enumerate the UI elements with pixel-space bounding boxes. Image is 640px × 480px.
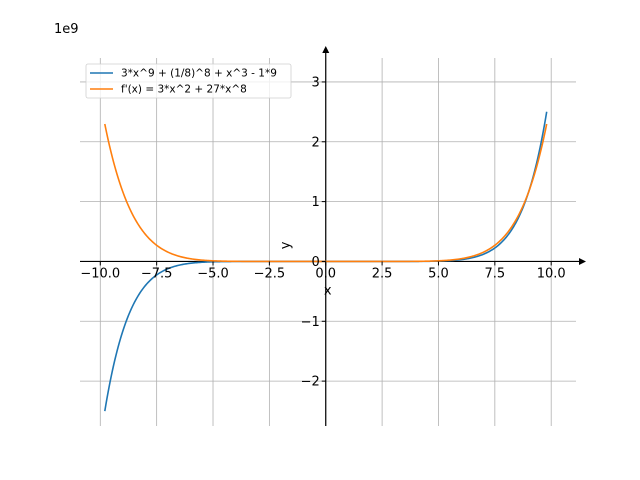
x-tick-label: −5.0 (197, 266, 229, 281)
x-axis-arrow (579, 257, 586, 265)
y-tick-label: −1 (301, 315, 320, 330)
axes (80, 46, 586, 426)
x-axis-label: x (324, 283, 332, 298)
y-axis-label: y (279, 241, 294, 249)
y-tick-label: 0 (311, 255, 319, 270)
legend-label-2: f'(x) = 3*x^2 + 27*x^8 (121, 84, 247, 96)
x-tick-label: −10.0 (80, 266, 120, 281)
y-tick-label: 2 (311, 135, 319, 150)
x-tick-label: 10.0 (537, 266, 566, 281)
y-tick-label: −2 (301, 375, 320, 390)
x-tick-label: −7.5 (141, 266, 173, 281)
legend: 3*x^9 + (1/8)^8 + x^3 - 1*9 f'(x) = 3*x^2… (85, 63, 292, 99)
legend-label-1: 3*x^9 + (1/8)^8 + x^3 - 1*9 (121, 68, 277, 80)
x-tick-label: 2.5 (372, 266, 393, 281)
legend-box (85, 63, 292, 99)
x-tick-label: 5.0 (428, 266, 449, 281)
x-tick-label: 7.5 (484, 266, 505, 281)
ticks: −10.0 −7.5 −5.0 −2.5 0.0 2.5 5.0 7.5 10.0 −2 −1 0 1 2… (80, 75, 565, 389)
y-offset-label: 1e9 (54, 22, 79, 37)
y-tick-label: 3 (311, 75, 319, 90)
y-tick-label: 1 (311, 195, 319, 210)
x-tick-label: 0.0 (315, 266, 336, 281)
y-axis-arrow (322, 46, 330, 53)
x-tick-label: −2.5 (254, 266, 286, 281)
